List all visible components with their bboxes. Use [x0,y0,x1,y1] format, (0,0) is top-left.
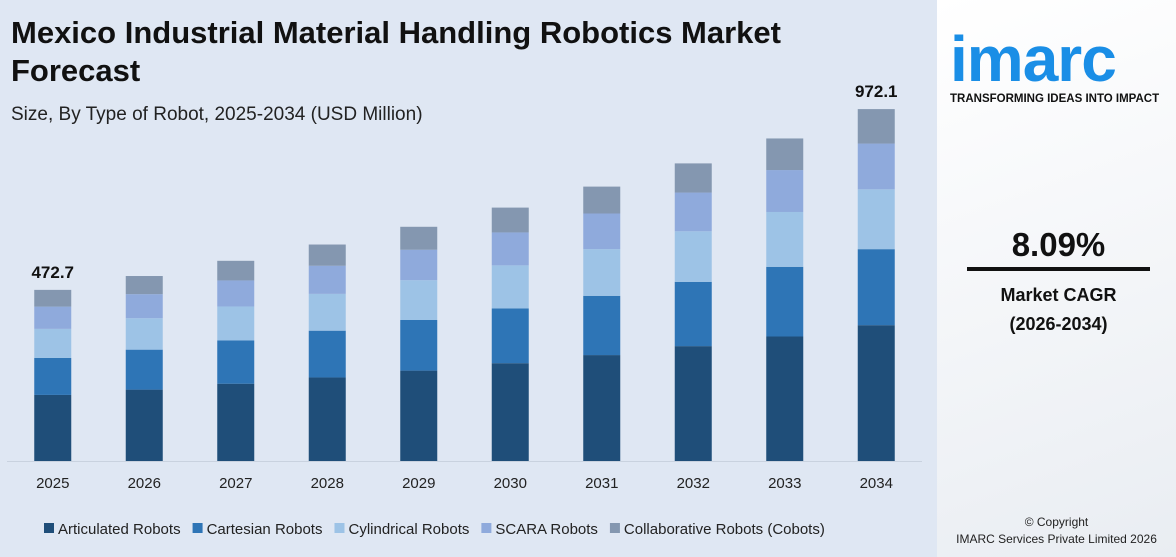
total-label: 472.7 [31,263,74,282]
bar-segment [400,280,438,321]
bar-segment [491,232,529,266]
legend-label: Articulated Robots [58,521,181,538]
bar-segment [308,330,346,378]
bar-segment [34,328,72,358]
bar-segment [400,370,438,461]
chart-subtitle: Size, By Type of Robot, 2025-2034 (USD M… [11,104,423,125]
copyright-holder: IMARC Services Private Limited 2026 [956,532,1157,546]
x-tick-label: 2028 [311,475,344,492]
legend-label: Cartesian Robots [207,521,323,538]
bar-segment [857,109,895,144]
bar-segment [308,377,346,461]
cagr-period: (2026-2034) [1009,314,1108,334]
tagline: TRANSFORMING IDEAS INTO IMPACT [950,93,1160,105]
bar-segment [491,363,529,461]
bar-segment [217,383,255,461]
bar-segment [308,244,346,266]
bar-segment [857,249,895,326]
bar-segment [857,189,895,250]
x-tick-label: 2029 [402,475,435,492]
bar-segment [125,349,163,390]
bar-segment [674,346,712,461]
bar-segment [583,213,621,250]
x-tick-label: 2025 [36,475,69,492]
x-tick-label: 2030 [494,475,527,492]
sidebar [937,0,1176,557]
legend-swatch [609,523,620,533]
bar-segment [766,336,804,461]
bar-segment [766,211,804,267]
legend-swatch [334,523,345,533]
x-tick-label: 2031 [585,475,618,492]
bar-segment [674,163,712,193]
bar-segment [766,266,804,337]
bar-segment [217,340,255,384]
bar-segment [583,295,621,356]
chart: 2025 2026 2027 2028 2029 2030 2031 2032 2033 2034… [7,82,922,538]
bar-segment [491,308,529,364]
bar-segment [491,265,529,309]
bar-segment [34,289,72,307]
bar-segment [34,357,72,395]
total-label: 972.1 [855,82,898,101]
legend-label: Collaborative Robots (Cobots) [624,521,825,538]
bar-segment [674,281,712,347]
legend-label: SCARA Robots [495,521,598,538]
legend-swatch [481,523,492,533]
x-tick-label: 2034 [860,475,893,492]
bar-segment [857,143,895,190]
bar-segment [674,192,712,232]
bar-segment [491,207,529,233]
bar-segment [308,293,346,331]
bar-segment [400,226,438,250]
x-tick-label: 2027 [219,475,252,492]
copyright: © Copyright [1024,515,1089,529]
bar-segment [674,231,712,282]
bar-segment [125,276,163,295]
bar-segment [766,170,804,212]
bar-segment [217,260,255,281]
legend-swatch [44,523,54,533]
bar-segment [34,306,72,329]
cagr-value: 8.09% [1011,226,1106,263]
bar-segment [125,389,163,461]
bar-segment [34,394,72,461]
x-tick-label: 2026 [128,475,161,492]
bar-segment [400,249,438,281]
bar-segment [857,325,895,461]
x-tick-label: 2032 [677,475,710,492]
bar-segment [217,280,255,307]
chart-title: Mexico Industrial Material Handling Robo… [11,15,781,88]
legend-swatch [192,523,203,533]
cagr-label: Market CAGR [1000,285,1117,305]
logo: imarc [950,23,1117,95]
bar-segment [583,186,621,214]
legend-label: Cylindrical Robots [348,521,469,538]
bar-segment [125,318,163,350]
divider [967,267,1150,271]
bar-segment [308,265,346,294]
bar-segment [125,294,163,319]
bar-segment [766,138,804,171]
x-tick-label: 2033 [768,475,801,492]
bar-segment [583,355,621,461]
bar-segment [400,320,438,371]
bar-segment [583,249,621,296]
bar-segment [217,306,255,341]
